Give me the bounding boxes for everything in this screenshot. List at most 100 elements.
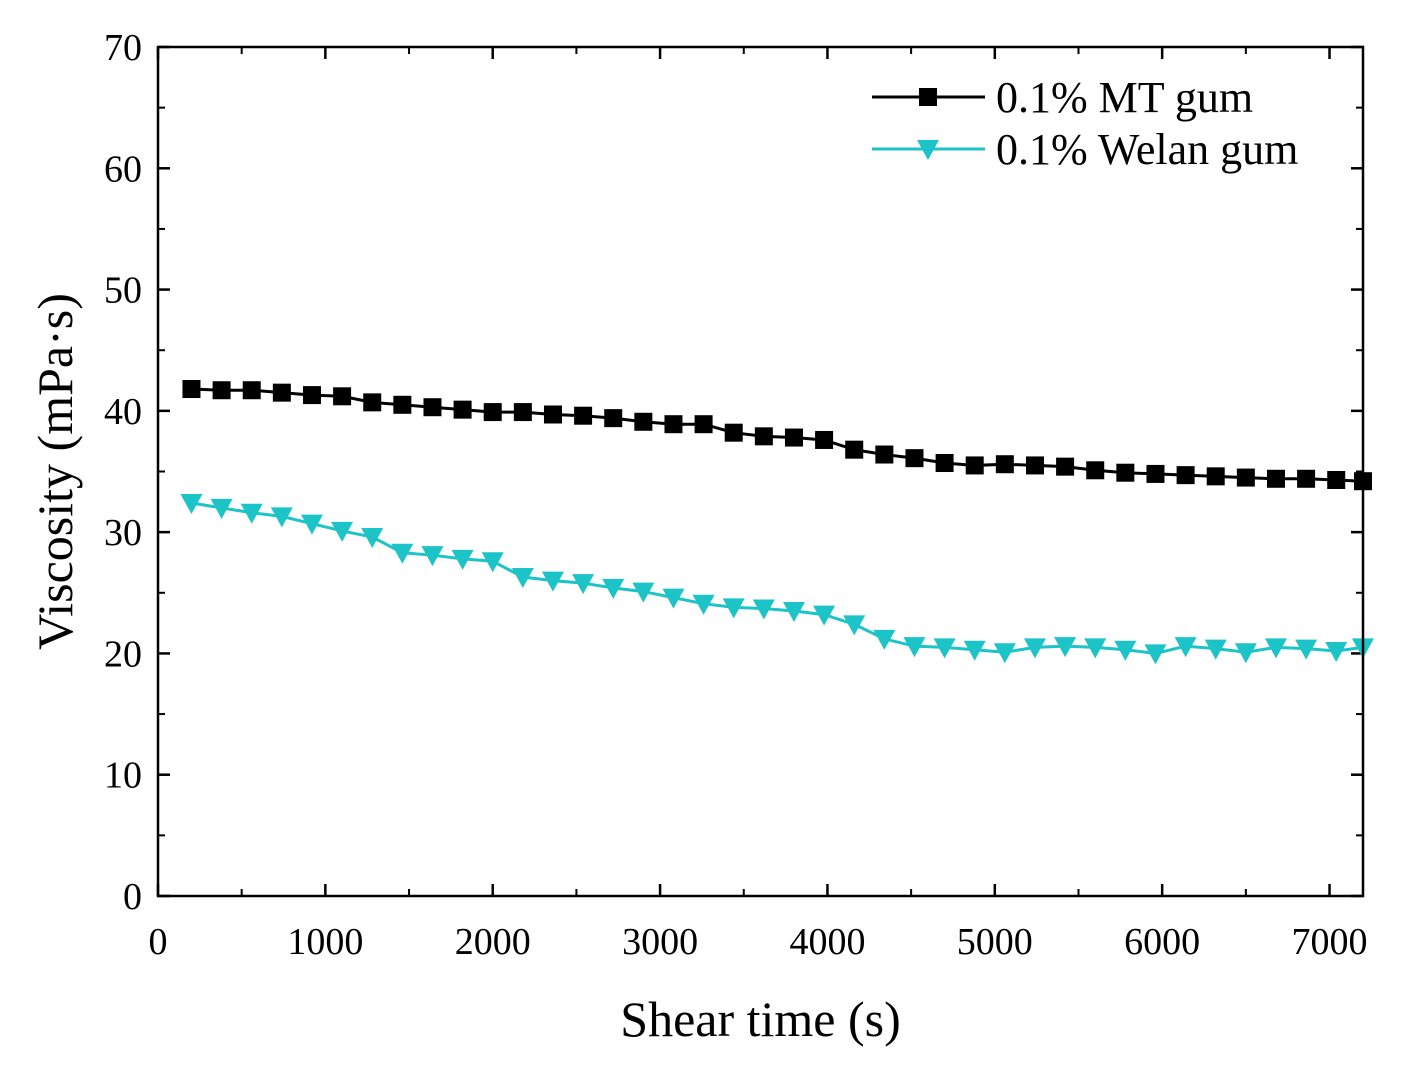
legend-marker-shape [917,140,939,160]
data-point-0-1-welan-gum [933,638,956,659]
data-point-0-1-welan-gum [481,552,504,573]
data-point-0-1-mt-gum [393,395,412,414]
series-line-0-1-welan-gum [191,501,1364,655]
data-point-0-1-mt-gum [242,381,261,400]
data-point-0-1-mt-gum [875,445,894,464]
data-point-0-1-mt-gum [634,412,653,431]
y-tick-label: 60 [104,148,142,190]
x-tick-label: 5000 [957,921,1033,963]
data-point-0-1-mt-gum [1176,466,1195,485]
data-point-0-1-mt-gum [302,386,321,405]
x-axis-tick-labels: 0 1000 2000 3000 4000 5000 6000 7000 [149,921,1368,963]
plot-area-frame [156,45,1365,898]
y-tick-label: 10 [104,755,142,797]
data-point-0-1-mt-gum [694,415,713,434]
data-point-0-1-mt-gum [1025,456,1044,475]
series-0-1-welan-gum [180,494,1374,665]
data-point-0-1-mt-gum [212,381,231,400]
data-point-0-1-welan-gum [421,546,444,567]
data-point-0-1-welan-gum [722,598,745,619]
data-point-0-1-welan-gum [1174,637,1197,658]
y-axis-title: Viscosity (mPa·s) [27,293,83,650]
data-point-0-1-welan-gum [300,514,323,535]
y-axis-tick-labels: 0 10 20 30 40 50 60 70 [104,27,142,918]
data-point-0-1-mt-gum [1206,467,1225,486]
x-tick-label: 7000 [1292,921,1368,963]
data-point-0-1-mt-gum [724,423,743,442]
data-point-0-1-mt-gum [664,415,683,434]
data-point-0-1-mt-gum [995,455,1014,474]
data-point-0-1-welan-gum [632,582,655,603]
data-point-0-1-mt-gum [754,427,773,446]
data-point-0-1-mt-gum [333,387,352,406]
legend-label-mt-gum: 0.1% MT gum [996,73,1253,122]
data-point-0-1-mt-gum [574,406,593,425]
data-point-0-1-mt-gum [1116,463,1135,482]
series-line-0-1-mt-gum [191,387,1364,483]
data-point-0-1-welan-gum [451,549,474,570]
legend: 0.1% MT gum 0.1% Welan gum [872,73,1298,174]
data-point-0-1-mt-gum [1266,469,1285,488]
data-point-0-1-mt-gum [453,400,472,419]
data-point-0-1-welan-gum [692,594,715,615]
data-point-0-1-mt-gum [272,383,291,402]
data-point-0-1-welan-gum [1023,638,1046,659]
data-point-0-1-welan-gum [602,578,625,599]
legend-label-welan-gum: 0.1% Welan gum [996,125,1298,174]
data-point-0-1-welan-gum [180,494,203,515]
data-point-0-1-welan-gum [1325,642,1348,663]
data-point-0-1-welan-gum [511,568,534,589]
data-point-0-1-mt-gum [845,440,864,459]
data-point-0-1-mt-gum [935,454,954,473]
data-point-0-1-welan-gum [782,601,805,622]
data-point-0-1-mt-gum [905,449,924,468]
data-point-0-1-welan-gum [331,521,354,542]
data-point-0-1-mt-gum [1086,461,1105,480]
data-point-0-1-welan-gum [1295,639,1318,660]
data-point-0-1-mt-gum [965,456,984,475]
legend-marker-mt-gum [919,88,937,106]
data-point-0-1-welan-gum [993,643,1016,664]
data-point-0-1-mt-gum [1236,468,1255,487]
data-point-0-1-mt-gum [363,393,382,412]
x-tick-label: 6000 [1124,921,1200,963]
data-point-0-1-welan-gum [1114,640,1137,661]
data-point-0-1-welan-gum [752,599,775,620]
data-point-0-1-mt-gum [1146,464,1165,483]
y-tick-label: 70 [104,27,142,69]
data-point-0-1-welan-gum [270,507,293,528]
data-point-0-1-mt-gum [604,409,623,428]
data-point-0-1-mt-gum [513,403,532,422]
data-point-0-1-mt-gum [543,405,562,424]
data-point-0-1-welan-gum [873,629,896,650]
y-tick-label: 40 [104,391,142,433]
data-point-0-1-mt-gum [815,430,834,449]
y-tick-label: 50 [104,270,142,312]
data-point-0-1-welan-gum [1234,643,1257,664]
data-point-0-1-welan-gum [391,543,414,564]
data-point-0-1-mt-gum [423,398,442,417]
series-layer [180,380,1374,665]
series-0-1-mt-gum [182,380,1372,491]
x-tick-label: 4000 [789,921,865,963]
data-point-0-1-mt-gum [1297,469,1316,488]
y-tick-label: 30 [104,512,142,554]
data-point-0-1-welan-gum [963,640,986,661]
data-point-0-1-mt-gum [1327,470,1346,489]
data-point-0-1-mt-gum [784,428,803,447]
y-tick-label: 20 [104,633,142,675]
data-point-0-1-mt-gum [483,403,502,422]
legend-item-welan-gum: 0.1% Welan gum [872,125,1298,174]
data-point-0-1-welan-gum [1144,644,1167,665]
legend-item-mt-gum: 0.1% MT gum [872,73,1253,122]
data-point-0-1-welan-gum [572,574,595,595]
data-point-0-1-welan-gum [843,615,866,636]
legend-marker-welan-gum [917,140,939,160]
data-point-0-1-welan-gum [1054,637,1077,658]
data-point-0-1-welan-gum [903,637,926,658]
x-tick-label: 0 [149,921,168,963]
data-point-0-1-welan-gum [240,503,263,524]
data-point-0-1-welan-gum [361,527,384,548]
legend-marker-shape [919,88,937,106]
